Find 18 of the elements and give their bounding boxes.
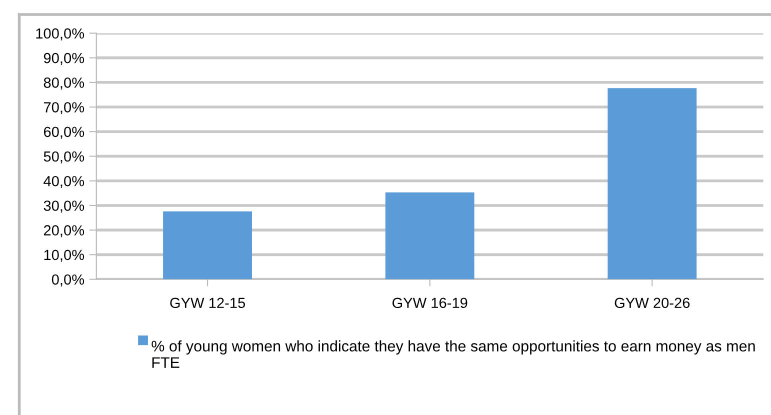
- bar: [163, 211, 252, 280]
- legend-label: % of young women who indicate they have the same opportunities to earn money as men FTE: [152, 340, 755, 368]
- x-tick-label: GYW 20-26: [614, 298, 690, 308]
- x-tick-label: GYW 16-19: [392, 298, 468, 308]
- y-tick-label: 70,0%: [44, 102, 84, 114]
- y-tick-label: 80,0%: [44, 78, 84, 90]
- bar: [385, 192, 474, 280]
- y-tick-label: 30,0%: [44, 200, 84, 213]
- y-tick-label: 10,0%: [44, 250, 84, 262]
- y-tick-label: 90,0%: [44, 52, 84, 65]
- bar: [608, 88, 697, 280]
- y-tick-label: 20,0%: [44, 225, 84, 238]
- y-tick-label: 50,0%: [44, 151, 84, 164]
- y-tick-label: 60,0%: [44, 126, 84, 139]
- y-tick-label: 0,0%: [52, 274, 84, 286]
- x-tick-label: GYW 12-15: [170, 298, 246, 308]
- y-tick-label: 40,0%: [44, 176, 84, 188]
- y-tick-label: 100,0%: [36, 28, 84, 40]
